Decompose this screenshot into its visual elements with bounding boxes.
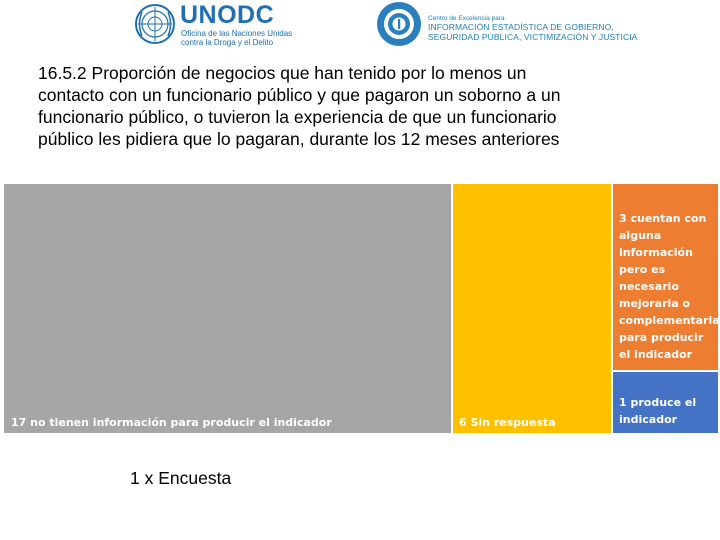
footer-note: 1 x Encuesta (130, 468, 232, 488)
treemap-tile-produces-indicator: 1 produce el indicador (612, 371, 719, 434)
centro-excelencia-text: Centro de Excelencia para INFORMACIÓN ES… (428, 15, 637, 42)
title-line: contacto con un funcionario público y qu… (38, 85, 561, 105)
tile-label: 3 cuentan con alguna información pero es… (619, 212, 720, 361)
centro-excelencia-emblem-icon (377, 2, 421, 46)
treemap-tile-no-response: 6 Sin respuesta (452, 183, 612, 434)
title-line: funcionario público, o tuvieron la exper… (38, 107, 557, 127)
unodc-subtitle: Oficina de las Naciones Unidas contra la… (181, 29, 292, 47)
unodc-name: UNODC (180, 1, 275, 29)
ce-line-3: SEGURIDAD PÚBLICA, VICTIMIZACIÓN Y JUSTI… (428, 31, 638, 42)
centro-excelencia-logo: Centro de Excelencia para INFORMACIÓN ES… (375, 0, 650, 50)
unodc-logo: UNODC Oficina de las Naciones Unidas con… (133, 1, 308, 50)
tile-label: 6 Sin respuesta (459, 416, 556, 429)
ce-line-2: INFORMACIÓN ESTADÍSTICA DE GOBIERNO, (428, 22, 614, 32)
unodc-subtitle-line: contra la Droga y el Delito (181, 38, 274, 47)
un-emblem-icon (135, 4, 175, 44)
ce-line-1: Centro de Excelencia para (428, 15, 505, 22)
treemap-tile-no-information: 17 no tienen información para producir e… (3, 183, 452, 434)
unodc-subtitle-line: Oficina de las Naciones Unidas (181, 29, 293, 38)
treemap-tile-needs-improvement: 3 cuentan con alguna información pero es… (612, 183, 720, 371)
slide-title: 16.5.2 Proporción de negocios que han te… (38, 62, 708, 150)
tile-label: 17 no tienen información para producir e… (11, 416, 332, 429)
tile-label: 1 produce el indicador (619, 396, 697, 426)
title-line: 16.5.2 Proporción de negocios que han te… (38, 63, 527, 83)
title-line: público les pidiera que lo pagaran, dura… (38, 129, 560, 149)
